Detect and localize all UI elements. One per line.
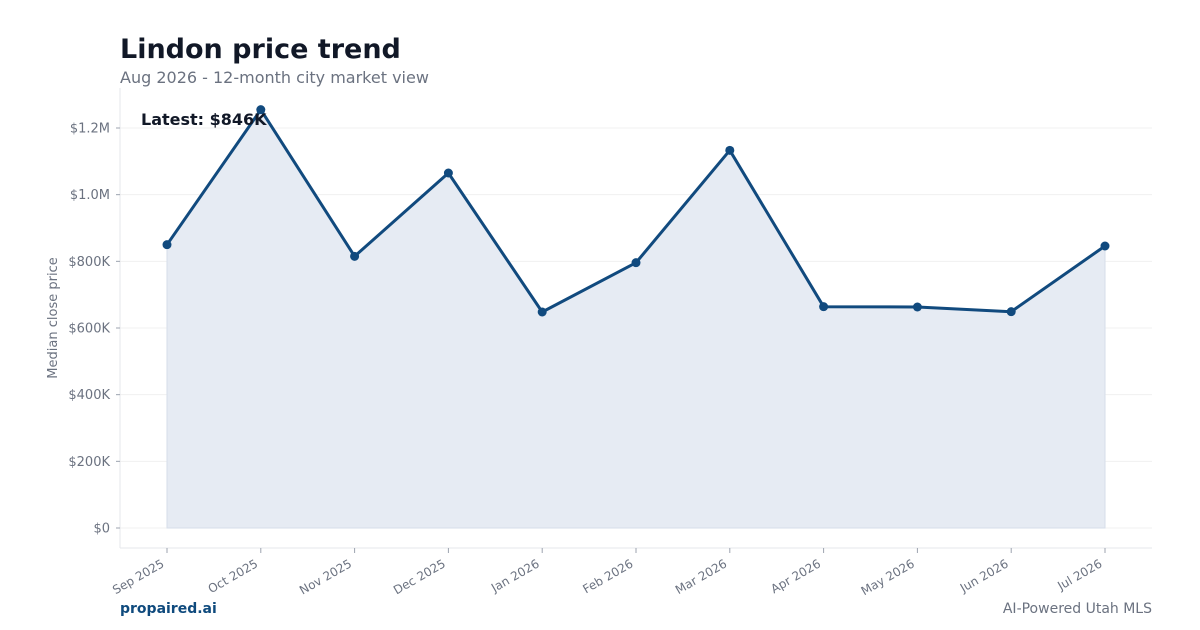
x-tick-label: Dec 2025 bbox=[391, 556, 448, 597]
x-tick-label: Nov 2025 bbox=[297, 556, 354, 597]
x-tick-label: Apr 2026 bbox=[768, 556, 823, 596]
x-tick-label: May 2026 bbox=[859, 556, 917, 598]
tagline-label: AI-Powered Utah MLS bbox=[1002, 601, 1152, 617]
data-point bbox=[350, 251, 360, 261]
data-point bbox=[256, 105, 266, 115]
y-tick-label: $1.0M bbox=[70, 188, 110, 203]
chart-subtitle: Aug 2026 - 12-month city market view bbox=[120, 68, 429, 87]
data-point bbox=[725, 145, 735, 155]
y-tick-label: $800K bbox=[68, 255, 110, 270]
y-tick-label: $400K bbox=[68, 388, 110, 403]
x-tick-label: Feb 2026 bbox=[580, 556, 635, 596]
y-tick-label: $600K bbox=[68, 322, 110, 337]
x-tick-label: Jul 2026 bbox=[1054, 556, 1104, 593]
latest-annotation: Latest: $846K bbox=[141, 110, 267, 129]
x-tick-label: Jun 2026 bbox=[957, 556, 1011, 595]
x-tick-label: Sep 2025 bbox=[110, 556, 166, 597]
area-fill bbox=[166, 108, 1106, 529]
x-axis: Sep 2025 Oct 2025 Nov 2025 Dec 2025 Jan 2026… bbox=[110, 547, 1152, 598]
y-tick-label: $1.2M bbox=[70, 122, 110, 137]
data-point bbox=[443, 168, 453, 178]
data-point bbox=[819, 302, 829, 312]
x-tick-label: Jan 2026 bbox=[488, 556, 542, 595]
data-point bbox=[162, 240, 172, 250]
y-tick-label: $200K bbox=[68, 455, 110, 470]
data-point bbox=[1006, 307, 1016, 317]
y-axis: $0 $200K $400K $600K $800K $1.0M $1.2M bbox=[68, 88, 121, 548]
data-points bbox=[162, 105, 1110, 317]
data-point bbox=[537, 307, 547, 317]
y-axis-label: Median close price bbox=[46, 257, 61, 378]
data-point bbox=[631, 258, 641, 268]
chart-title: Lindon price trend bbox=[120, 34, 401, 65]
x-tick-label: Oct 2025 bbox=[206, 556, 261, 596]
data-point bbox=[1100, 241, 1110, 251]
y-tick-label: $0 bbox=[93, 522, 110, 537]
data-point bbox=[912, 302, 922, 312]
brand-label: propaired.ai bbox=[120, 601, 217, 617]
x-tick-label: Mar 2026 bbox=[673, 556, 729, 597]
